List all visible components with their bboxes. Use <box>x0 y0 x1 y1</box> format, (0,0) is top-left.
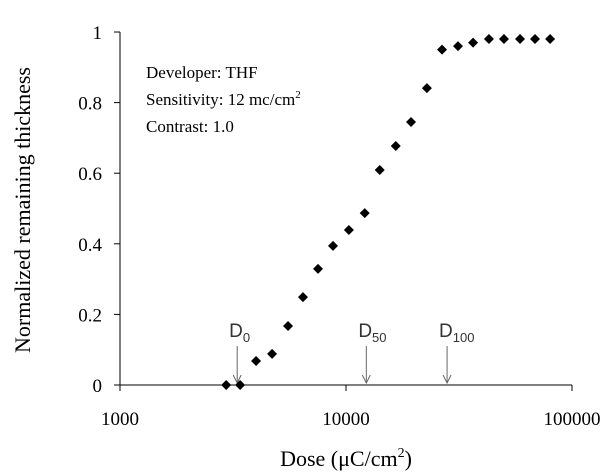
annotation-text: Developer: THF <box>146 63 258 82</box>
marker-label-sub: 0 <box>243 330 250 345</box>
point <box>235 380 246 390</box>
annotation-sup: 2 <box>295 89 301 101</box>
y-tick-label: 0.2 <box>78 305 102 326</box>
point <box>283 321 294 332</box>
point <box>452 41 463 52</box>
point <box>437 44 448 55</box>
point <box>359 208 370 219</box>
x-label-sup: 2 <box>398 446 405 461</box>
annotation: Contrast: 1.0 <box>146 117 234 136</box>
marker-arrowhead <box>361 374 371 385</box>
x-axis-label: Dose (μC/cm2) <box>280 446 412 471</box>
point <box>297 292 308 303</box>
annotation: Sensitivity: 12 mc/cm2 <box>146 89 301 109</box>
marker-label-sub: 50 <box>372 330 386 345</box>
marker-label: D0 <box>229 321 250 345</box>
x-label-text: Dose (μC/cm <box>280 446 398 471</box>
x-tick-label: 1000 <box>101 409 139 430</box>
annotation-text: Contrast: 1.0 <box>146 117 234 136</box>
point <box>390 141 401 152</box>
marker-label-text: D <box>358 321 372 342</box>
x-tick-label: 10000 <box>322 409 370 430</box>
point <box>468 37 479 48</box>
point <box>406 117 417 128</box>
annotation: Developer: THF <box>146 63 258 82</box>
marker-label: D50 <box>358 321 386 345</box>
marker-label-text: D <box>439 321 453 342</box>
point <box>267 348 278 359</box>
y-tick-label: 0 <box>93 376 103 397</box>
marker-label-sub: 100 <box>453 330 475 345</box>
point <box>221 380 232 390</box>
y-tick-label: 0.8 <box>78 94 102 115</box>
point <box>483 34 494 45</box>
annotation-text: Sensitivity: 12 mc/cm <box>146 90 295 109</box>
marker-arrowhead <box>442 374 452 385</box>
y-tick-label: 0.6 <box>78 164 102 185</box>
x-tick-label: 100000 <box>544 409 601 430</box>
marker-label-text: D <box>229 321 243 342</box>
point <box>313 263 324 274</box>
point <box>328 240 339 251</box>
marker-label: D100 <box>439 321 474 345</box>
point <box>251 355 262 366</box>
point <box>545 34 556 45</box>
y-tick-label: 1 <box>93 23 103 44</box>
point <box>421 83 432 94</box>
point <box>530 34 541 45</box>
point <box>498 34 509 45</box>
point <box>515 34 526 45</box>
point <box>343 225 354 236</box>
point <box>374 165 385 176</box>
x-label-end: ) <box>405 446 412 471</box>
y-axis-label: Normalized remaining thickness <box>10 67 35 353</box>
y-tick-label: 0.4 <box>78 235 102 256</box>
